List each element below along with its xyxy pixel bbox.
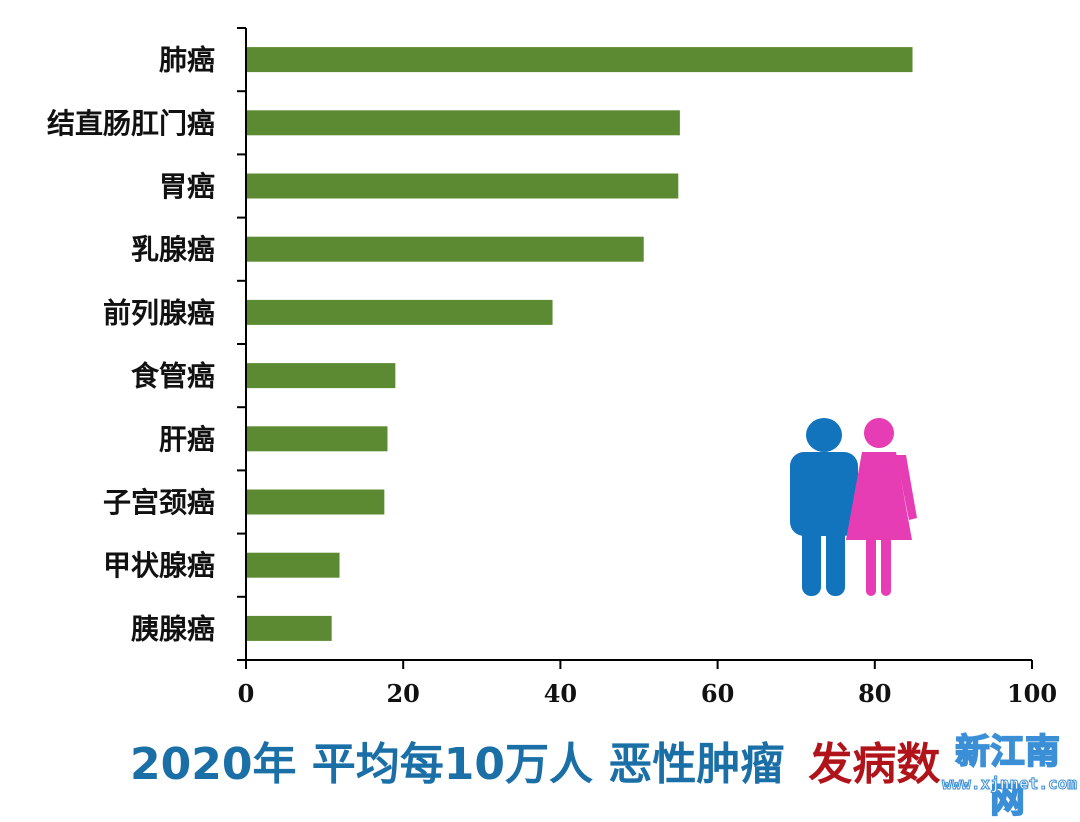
female-figure-icon bbox=[846, 418, 917, 596]
category-label-1: 结直肠肛门癌 bbox=[47, 107, 215, 140]
category-label-9: 胰腺癌 bbox=[131, 612, 215, 645]
bar-2 bbox=[246, 173, 679, 199]
x-tick-label-0: 0 bbox=[238, 679, 255, 708]
watermark-logo: 新江南网 www.xjnnet.com bbox=[942, 722, 1078, 822]
x-tick-label-4: 80 bbox=[858, 679, 891, 708]
male-figure-icon bbox=[790, 418, 858, 596]
bar-9 bbox=[246, 615, 332, 641]
bars-group bbox=[246, 47, 913, 641]
bar-0 bbox=[246, 47, 913, 73]
category-label-5: 食管癌 bbox=[131, 360, 215, 393]
watermark-url: www.xjnnet.com bbox=[942, 774, 1078, 794]
x-tick-label-3: 60 bbox=[701, 679, 734, 708]
x-tick-label-2: 40 bbox=[544, 679, 577, 708]
people-icon-group bbox=[790, 418, 917, 596]
watermark-name: 新江南网 bbox=[955, 731, 1061, 822]
bar-1 bbox=[246, 110, 680, 136]
bar-3 bbox=[246, 236, 644, 262]
title-accent: 发病数 bbox=[808, 739, 941, 790]
axes-group bbox=[237, 27, 1033, 669]
category-label-6: 肝癌 bbox=[159, 423, 215, 456]
chart-title: 2020年 平均每10万人 恶性肿瘤 发病数 bbox=[130, 728, 960, 792]
bar-5 bbox=[246, 363, 396, 389]
category-label-7: 子宫颈癌 bbox=[103, 486, 215, 519]
title-main: 2020年 平均每10万人 恶性肿瘤 bbox=[130, 739, 785, 790]
x-tick-label-1: 20 bbox=[386, 679, 419, 708]
bar-4 bbox=[246, 299, 553, 325]
category-label-4: 前列腺癌 bbox=[103, 296, 215, 329]
category-label-8: 甲状腺癌 bbox=[103, 549, 215, 582]
bar-7 bbox=[246, 489, 385, 515]
category-label-2: 胃癌 bbox=[159, 170, 215, 203]
bar-8 bbox=[246, 552, 340, 578]
x-tick-label-5: 100 bbox=[1007, 679, 1057, 708]
category-label-0: 肺癌 bbox=[159, 44, 215, 77]
bar-6 bbox=[246, 426, 388, 452]
category-label-3: 乳腺癌 bbox=[131, 233, 215, 266]
tick-labels-group: 0 20 40 60 80 100 bbox=[238, 679, 1057, 708]
